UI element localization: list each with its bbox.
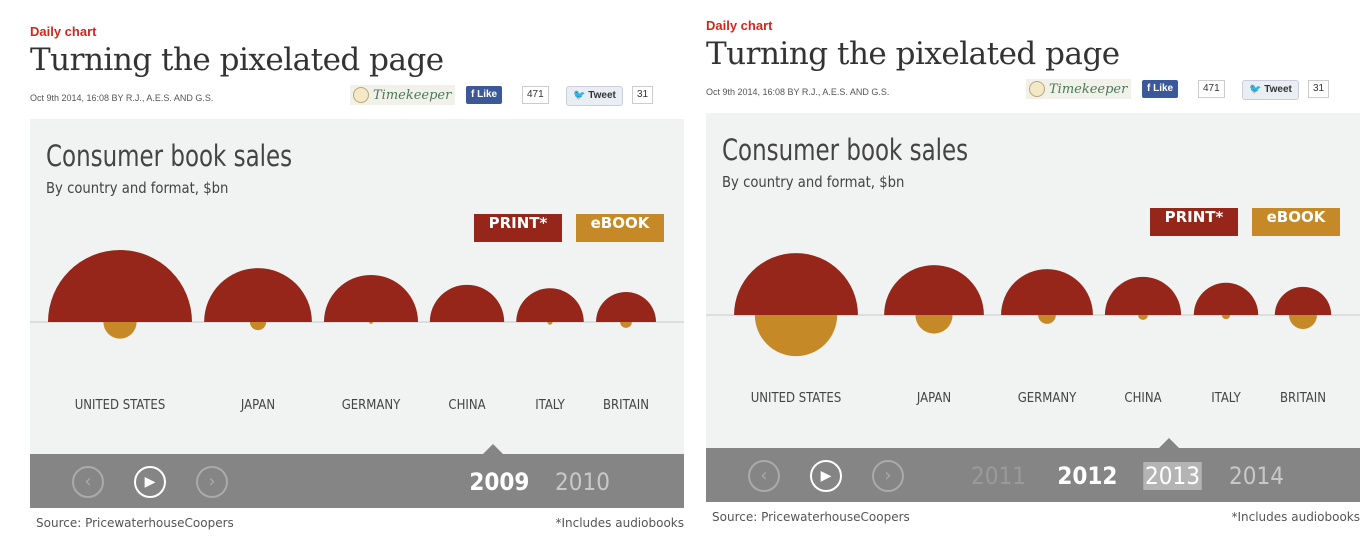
ebook-bubble-britain[interactable] <box>1288 315 1318 330</box>
like-label: Like <box>477 89 498 100</box>
tweet-count: 31 <box>632 86 654 104</box>
timekeeper-label: Timekeeper <box>373 87 452 103</box>
country-label: ITALY <box>535 398 565 413</box>
timekeeper-label: Timekeeper <box>1049 81 1128 97</box>
print-bubble-japan[interactable] <box>204 268 312 322</box>
kicker[interactable]: Daily chart <box>30 24 97 39</box>
print-bubble-japan[interactable] <box>884 265 984 315</box>
year-2012[interactable]: 2012 <box>1057 462 1118 490</box>
byline: Oct 9th 2014, 16:08 BY R.J., A.E.S. AND … <box>30 93 214 103</box>
country-label: GERMANY <box>342 398 401 413</box>
country-label: BRITAIN <box>1280 391 1326 406</box>
byline: Oct 9th 2014, 16:08 BY R.J., A.E.S. AND … <box>706 87 890 97</box>
twitter-icon: 🐦 <box>573 90 586 101</box>
timekeeper-button[interactable]: Timekeeper <box>1026 79 1131 99</box>
year-2013[interactable]: 2013 <box>1143 462 1202 490</box>
tweet-label: Tweet <box>588 90 616 101</box>
headline: Turning the pixelated page <box>30 42 444 78</box>
source-note: Source: PricewaterhouseCoopers <box>712 510 910 524</box>
timeline-bar[interactable]: ‹ ▶ › 2011 2012 2013 2014 <box>706 438 1360 502</box>
footnote: *Includes audiobooks <box>1231 510 1360 524</box>
ebook-bubble-italy[interactable] <box>547 322 553 325</box>
print-bubble-germany[interactable] <box>323 274 419 322</box>
country-label: UNITED STATES <box>75 398 166 413</box>
footnote: *Includes audiobooks <box>555 516 684 530</box>
timeline-bar[interactable]: ‹ ▶ › 2009 2010 <box>30 444 684 508</box>
legend-print: PRINT* <box>474 214 562 242</box>
print-bubble-germany[interactable] <box>1001 269 1093 315</box>
print-bubble-britain[interactable] <box>596 292 656 322</box>
chevron-right-icon[interactable]: › <box>872 460 904 492</box>
play-icon[interactable]: ▶ <box>810 460 842 492</box>
year-2014[interactable]: 2014 <box>1229 462 1285 490</box>
ebook-bubble-united-states[interactable] <box>754 315 838 357</box>
ebook-bubble-britain[interactable] <box>620 322 632 328</box>
country-label: CHINA <box>1124 391 1161 406</box>
legend-print: PRINT* <box>1150 208 1238 236</box>
ebook-bubble-japan[interactable] <box>915 315 953 334</box>
year-2011[interactable]: 2011 <box>971 462 1027 490</box>
print-bubble-united-states[interactable] <box>48 250 192 322</box>
timekeeper-icon <box>1029 81 1045 97</box>
like-count: 471 <box>1198 80 1225 98</box>
headline: Turning the pixelated page <box>706 36 1120 72</box>
country-label: UNITED STATES <box>751 391 842 406</box>
facebook-like-button[interactable]: f Like <box>466 86 503 104</box>
chevron-left-icon[interactable]: ‹ <box>748 460 780 492</box>
chevron-right-icon[interactable]: › <box>196 466 228 498</box>
chart-subtitle: By country and format, $bn <box>46 179 229 197</box>
country-label: JAPAN <box>240 398 275 413</box>
chart-card: Consumer book sales By country and forma… <box>706 113 1360 448</box>
chart-panel-2013: Daily chart Turning the pixelated page O… <box>706 10 1368 550</box>
timekeeper-button[interactable]: Timekeeper <box>350 85 455 105</box>
tweet-button[interactable]: 🐦 Tweet <box>1242 80 1299 100</box>
kicker[interactable]: Daily chart <box>706 18 773 33</box>
print-bubble-britain[interactable] <box>1274 286 1332 315</box>
country-label: BRITAIN <box>603 398 649 413</box>
print-bubble-united-states[interactable] <box>734 253 858 315</box>
timekeeper-icon <box>353 87 369 103</box>
country-label: JAPAN <box>916 391 951 406</box>
chart-title: Consumer book sales <box>46 139 293 173</box>
facebook-like-button[interactable]: f Like <box>1142 80 1179 98</box>
legend-ebook: eBOOK <box>576 214 664 242</box>
like-count: 471 <box>522 86 549 104</box>
print-bubble-china[interactable] <box>1104 276 1182 315</box>
chart-title: Consumer book sales <box>722 133 969 167</box>
play-icon[interactable]: ▶ <box>134 466 166 498</box>
chart-panel-2009: Daily chart Turning the pixelated page O… <box>30 16 700 556</box>
legend-ebook: eBOOK <box>1252 208 1340 236</box>
tweet-button[interactable]: 🐦 Tweet <box>566 86 623 106</box>
year-pointer <box>482 444 504 455</box>
ebook-bubble-germany[interactable] <box>369 322 373 324</box>
like-label: Like <box>1153 83 1174 94</box>
chart-subtitle: By country and format, $bn <box>722 173 905 191</box>
chart-card: Consumer book sales By country and forma… <box>30 119 684 454</box>
bubble-chart: UNITED STATES JAPAN GERMANY CHINA ITALY BRITA… <box>706 253 1360 406</box>
ebook-bubble-japan[interactable] <box>249 322 267 331</box>
print-bubble-italy[interactable] <box>1193 282 1259 315</box>
tweet-label: Tweet <box>1264 84 1292 95</box>
year-2010[interactable]: 2010 <box>555 468 611 496</box>
ebook-bubble-italy[interactable] <box>1221 315 1231 320</box>
year-2009[interactable]: 2009 <box>469 468 530 496</box>
facebook-icon: f <box>471 89 478 100</box>
country-label: GERMANY <box>1018 391 1077 406</box>
bubble-chart: UNITED STATES JAPAN GERMANY CHINA ITALY BRITA… <box>30 250 684 413</box>
twitter-icon: 🐦 <box>1249 84 1262 95</box>
chevron-left-icon[interactable]: ‹ <box>72 466 104 498</box>
print-bubble-italy[interactable] <box>516 288 584 322</box>
facebook-icon: f <box>1147 83 1154 94</box>
ebook-bubble-germany[interactable] <box>1038 315 1056 324</box>
source-note: Source: PricewaterhouseCoopers <box>36 516 234 530</box>
country-label: ITALY <box>1211 391 1241 406</box>
tweet-count: 31 <box>1308 80 1330 98</box>
year-pointer <box>1158 438 1180 449</box>
ebook-bubble-china[interactable] <box>1138 315 1148 320</box>
print-bubble-china[interactable] <box>429 284 505 322</box>
ebook-bubble-united-states[interactable] <box>103 322 137 339</box>
country-label: CHINA <box>448 398 485 413</box>
